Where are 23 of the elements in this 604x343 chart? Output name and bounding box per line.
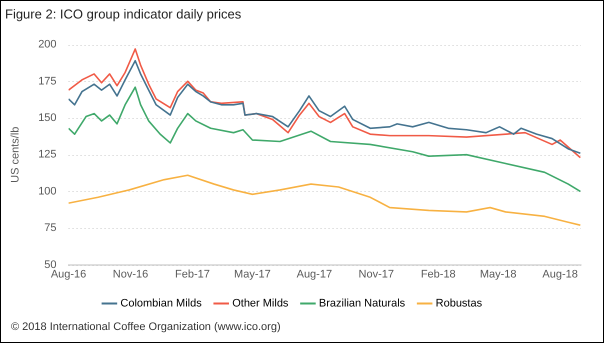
x-tick-label: Aug-18 <box>542 268 578 280</box>
y-tick-label: 100 <box>38 185 57 198</box>
x-tick-label: Aug-17 <box>296 268 332 280</box>
y-axis-title: US cents/lb <box>10 126 22 183</box>
legend-label: Brazilian Naturals <box>318 298 406 310</box>
x-tick-label: Nov-16 <box>112 268 148 280</box>
text: © 2018 International Coffee Organization (www.ico.org) <box>11 321 281 333</box>
x-tick-label: Nov-17 <box>358 268 394 280</box>
x-tick-label: Aug-16 <box>50 268 86 280</box>
x-tick-label: May-18 <box>480 268 517 280</box>
chart-title: Figure 2: ICO group indicator daily prices <box>5 6 242 22</box>
x-tick-label: May-17 <box>234 268 271 280</box>
legend-label: Colombian Milds <box>120 298 202 310</box>
y-tick-label: 75 <box>44 222 57 234</box>
y-tick-label: 150 <box>38 112 57 124</box>
legend-label: Robustas <box>436 298 483 310</box>
y-tick-label: 200 <box>38 38 57 51</box>
y-tick-label: 50 <box>44 258 57 271</box>
legend-label: Other Milds <box>232 298 289 310</box>
y-tick-label: 175 <box>38 75 57 88</box>
x-tick-label: Feb-18 <box>420 268 456 280</box>
x-tick-label: Feb-17 <box>175 268 210 280</box>
y-tick-label: 125 <box>38 148 57 161</box>
